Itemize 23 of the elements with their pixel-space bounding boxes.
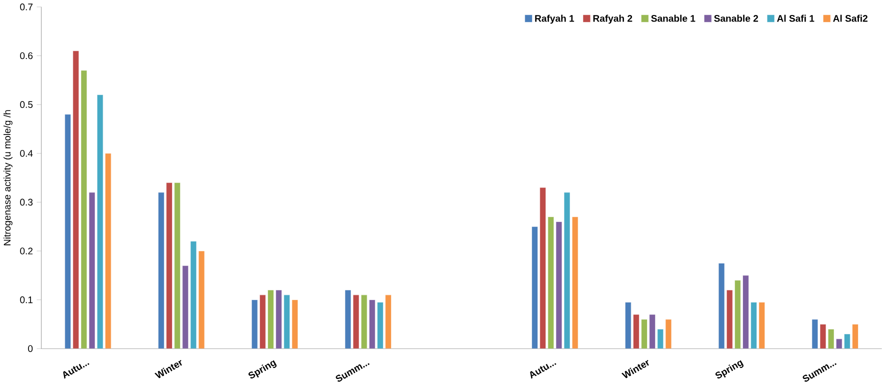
bar	[174, 182, 180, 349]
y-tick-label: 0	[28, 345, 33, 352]
legend-label: Rafyah 1	[535, 15, 574, 24]
y-tick-label: 0.4	[20, 150, 33, 157]
y-tick-label: 0.6	[20, 52, 33, 60]
legend-label: Rafyah 2	[593, 15, 632, 24]
bar	[548, 216, 554, 349]
x-tick-label: Autu...	[530, 363, 556, 379]
x-tick-label: Autu...	[63, 363, 90, 379]
y-axis-title: Nitrogenase activity (u mole/g /h	[4, 110, 12, 246]
y-tick-label: 0.1	[20, 296, 33, 304]
legend-label: Al Safi2	[833, 15, 868, 22]
legend-label: Sanable 1	[651, 15, 696, 22]
bar	[641, 319, 648, 349]
bar	[360, 294, 368, 349]
y-tick-label: 0.2	[20, 248, 33, 255]
legend-label: Al Safi 1	[777, 15, 814, 22]
y-tick-label: 0.3	[20, 199, 33, 206]
legend-label: Sanable 2	[714, 15, 758, 22]
y-tick-label: 0.7	[20, 4, 33, 11]
y-tick-label: 0.5	[20, 101, 33, 108]
bar	[734, 280, 741, 349]
bar	[268, 290, 274, 349]
